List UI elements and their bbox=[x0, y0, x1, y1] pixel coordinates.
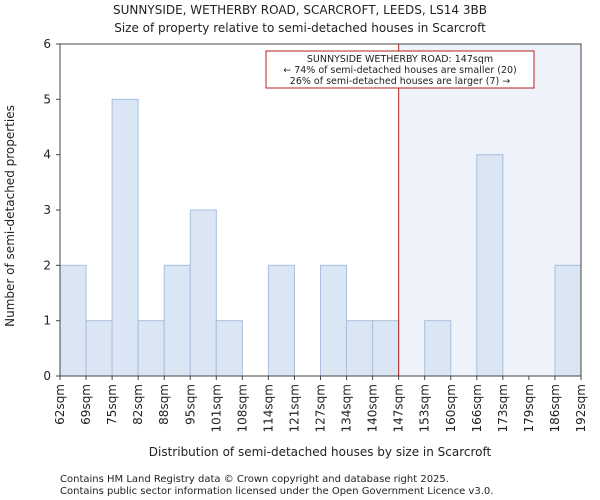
bar-101sqm bbox=[215, 320, 243, 377]
bar-62sqm bbox=[59, 264, 87, 377]
x-tick-label-62sqm: 62sqm bbox=[53, 384, 67, 425]
y-tick-label: 1 bbox=[43, 314, 51, 328]
bar-186sqm bbox=[554, 264, 582, 377]
bars bbox=[59, 98, 582, 377]
x-tick-label-134sqm: 134sqm bbox=[340, 384, 354, 432]
bar-75sqm bbox=[111, 98, 139, 377]
x-axis-label: Distribution of semi-detached houses by … bbox=[149, 445, 492, 459]
annotation-box: SUNNYSIDE WETHERBY ROAD: 147sqm ← 74% of… bbox=[265, 50, 535, 89]
y-tick-label: 5 bbox=[43, 92, 51, 106]
x-tick-label-153sqm: 153sqm bbox=[418, 384, 432, 432]
bar-114sqm bbox=[267, 264, 295, 377]
y-tick-label: 6 bbox=[43, 37, 51, 51]
annotation-frame bbox=[265, 50, 535, 89]
annotation-line-2: ← 74% of semi-detached houses are smalle… bbox=[283, 65, 517, 76]
bar-127sqm bbox=[320, 264, 348, 377]
x-tick-label-75sqm: 75sqm bbox=[105, 384, 119, 425]
x-tick-label-179sqm: 179sqm bbox=[522, 384, 536, 432]
bar-95sqm bbox=[189, 209, 217, 377]
y-tick-label: 2 bbox=[43, 258, 51, 272]
x-tick-label-82sqm: 82sqm bbox=[131, 384, 145, 425]
x-tick-label-114sqm: 114sqm bbox=[261, 384, 275, 432]
x-tick-label-101sqm: 101sqm bbox=[209, 384, 223, 432]
y-tick-label: 4 bbox=[43, 148, 51, 162]
x-tick-label-121sqm: 121sqm bbox=[287, 384, 301, 432]
bar-134sqm bbox=[346, 320, 374, 377]
x-axis: 62sqm 69sqm 75sqm 82sqm 88sqm 95sqm 101sqm 108s… bbox=[53, 376, 588, 432]
bar-140sqm bbox=[372, 320, 400, 377]
footer-line-1: Contains HM Land Registry data © Crown c… bbox=[60, 474, 449, 485]
annotation-line-1: SUNNYSIDE WETHERBY ROAD: 147sqm bbox=[307, 54, 493, 65]
x-tick-label-186sqm: 186sqm bbox=[548, 384, 562, 432]
y-tick-label: 0 bbox=[43, 369, 51, 383]
x-tick-label-88sqm: 88sqm bbox=[157, 384, 171, 425]
bar-82sqm bbox=[137, 320, 165, 377]
x-tick-label-108sqm: 108sqm bbox=[235, 384, 249, 432]
bar-69sqm bbox=[85, 320, 113, 377]
bar-88sqm bbox=[163, 264, 191, 377]
x-tick-label-160sqm: 160sqm bbox=[444, 384, 458, 432]
y-axis-label: Number of semi-detached properties bbox=[3, 105, 17, 327]
annotation-line-3: 26% of semi-detached houses are larger (… bbox=[290, 76, 510, 87]
x-tick-label-166sqm: 166sqm bbox=[470, 384, 484, 432]
x-tick-label-127sqm: 127sqm bbox=[314, 384, 328, 432]
chart-title: SUNNYSIDE, WETHERBY ROAD, SCARCROFT, LEE… bbox=[113, 3, 487, 17]
x-tick-label-192sqm: 192sqm bbox=[574, 384, 588, 432]
bar-166sqm bbox=[476, 154, 504, 377]
x-tick-label-95sqm: 95sqm bbox=[183, 384, 197, 425]
chart-subtitle: Size of property relative to semi-detach… bbox=[114, 21, 486, 35]
x-tick-label-147sqm: 147sqm bbox=[392, 384, 406, 432]
bar-153sqm bbox=[424, 320, 452, 377]
footer-line-2: Contains public sector information licen… bbox=[60, 486, 493, 497]
x-tick-label-173sqm: 173sqm bbox=[496, 384, 510, 432]
x-tick-label-69sqm: 69sqm bbox=[79, 384, 93, 425]
y-tick-label: 3 bbox=[43, 203, 51, 217]
x-tick-label-140sqm: 140sqm bbox=[366, 384, 380, 432]
y-axis: 0 1 2 3 4 5 6 bbox=[43, 37, 60, 383]
